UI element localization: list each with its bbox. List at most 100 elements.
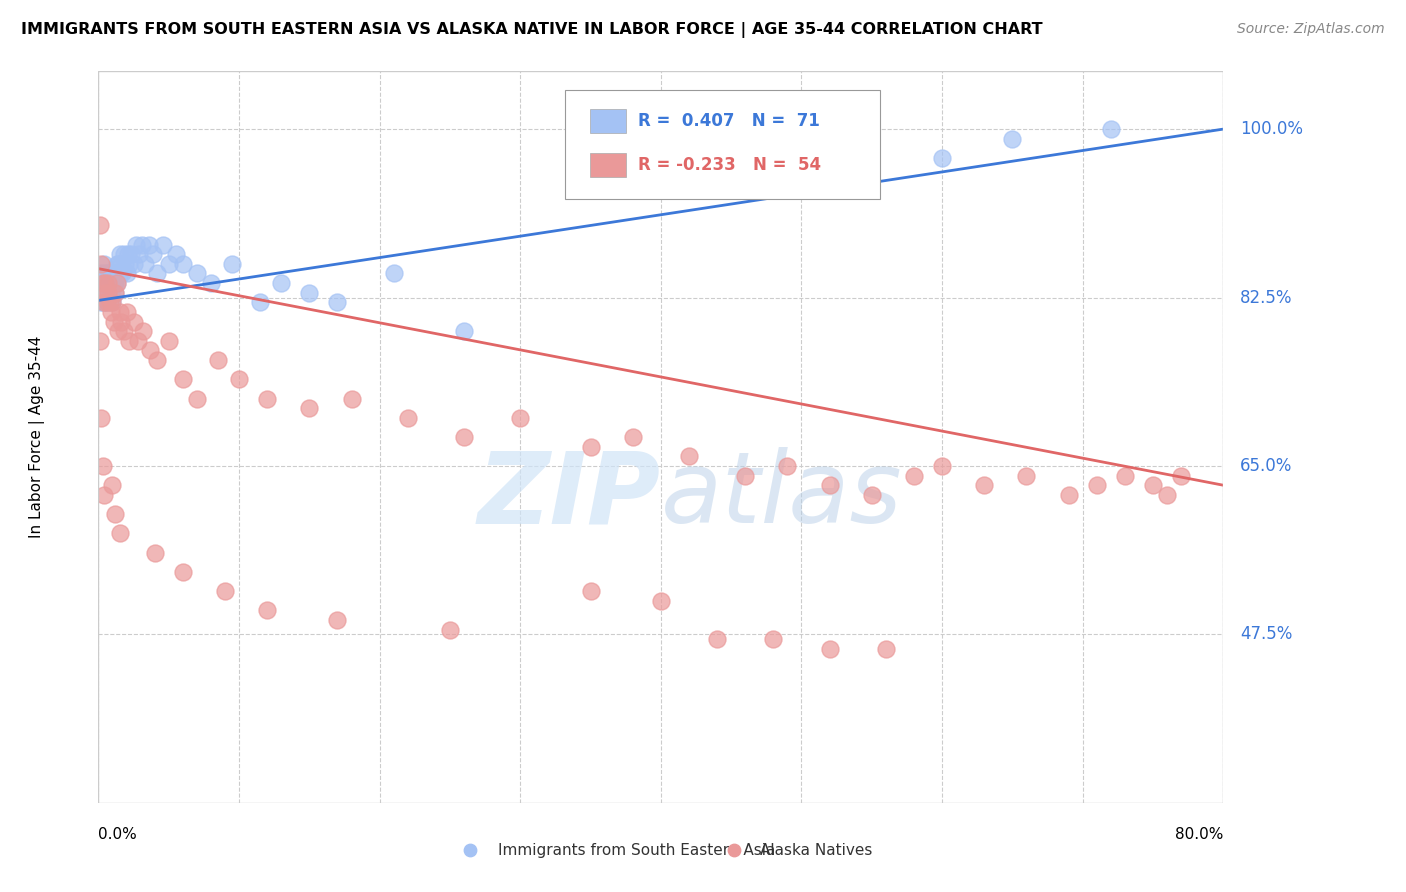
Point (110, 315, 132, 329)
Point (396, 410, 419, 425)
Point (439, 623, 461, 637)
Text: 0.0%: 0.0% (98, 827, 138, 842)
Point (256, 392, 278, 406)
Point (93, 295, 115, 310)
Point (221, 257, 243, 271)
Point (931, 458, 953, 473)
Point (108, 247, 131, 261)
Point (108, 526, 131, 541)
Point (706, 632, 728, 647)
Point (97, 276, 120, 290)
Point (98, 285, 121, 300)
Point (104, 507, 127, 521)
Point (105, 276, 128, 290)
Point (98, 295, 121, 310)
Point (298, 285, 321, 300)
Point (249, 295, 271, 310)
Text: 47.5%: 47.5% (1240, 625, 1292, 643)
Point (91, 285, 114, 300)
Point (103, 315, 125, 329)
Point (93, 285, 115, 300)
Point (93, 488, 115, 502)
Point (1099, 122, 1122, 136)
Point (128, 247, 150, 261)
Point (90, 410, 112, 425)
Point (172, 372, 194, 386)
Point (1142, 478, 1164, 492)
Point (90, 257, 112, 271)
Point (89, 219, 111, 233)
Point (818, 641, 841, 656)
Point (186, 267, 208, 281)
Text: In Labor Force | Age 35-44: In Labor Force | Age 35-44 (28, 336, 45, 538)
Point (382, 267, 405, 281)
Point (97, 285, 120, 300)
Point (96, 295, 118, 310)
Point (101, 478, 124, 492)
Text: atlas: atlas (661, 447, 903, 544)
Text: IMMIGRANTS FROM SOUTH EASTERN ASIA VS ALASKA NATIVE IN LABOR FORCE | AGE 35-44 C: IMMIGRANTS FROM SOUTH EASTERN ASIA VS AL… (21, 22, 1043, 38)
Point (94, 295, 117, 310)
Point (122, 315, 145, 329)
Point (104, 285, 127, 300)
Point (172, 257, 194, 271)
Point (108, 305, 131, 319)
Point (104, 276, 127, 290)
Point (96, 295, 118, 310)
Point (1085, 478, 1108, 492)
Point (139, 343, 162, 358)
Point (96, 276, 118, 290)
Point (157, 334, 180, 348)
Point (228, 372, 250, 386)
Point (108, 267, 131, 281)
Point (1057, 488, 1080, 502)
Point (97, 276, 120, 290)
Point (131, 237, 153, 252)
Point (101, 295, 124, 310)
Point (776, 458, 799, 473)
Point (678, 450, 700, 464)
Point (96, 285, 118, 300)
Point (91, 458, 114, 473)
Text: Alaska Natives: Alaska Natives (759, 843, 872, 858)
Point (127, 334, 149, 348)
Point (1170, 468, 1192, 483)
Point (165, 247, 187, 261)
Point (453, 430, 475, 444)
Text: Source: ZipAtlas.com: Source: ZipAtlas.com (1237, 22, 1385, 37)
Point (115, 305, 138, 319)
Point (157, 257, 180, 271)
Point (90, 276, 112, 290)
Point (146, 267, 169, 281)
Point (97, 285, 120, 300)
Point (256, 603, 278, 617)
Point (207, 353, 229, 368)
Point (621, 430, 644, 444)
Point (734, 468, 756, 483)
Point (104, 285, 127, 300)
Point (103, 276, 125, 290)
Point (98, 276, 121, 290)
Point (112, 324, 135, 338)
Point (100, 305, 122, 319)
Point (142, 247, 165, 261)
Point (94, 285, 117, 300)
Point (105, 276, 128, 290)
Point (186, 392, 208, 406)
Point (118, 334, 141, 348)
Text: Immigrants from South Eastern Asia: Immigrants from South Eastern Asia (498, 843, 775, 858)
Text: 80.0%: 80.0% (1175, 827, 1223, 842)
Point (94, 276, 117, 290)
Point (91, 276, 114, 290)
Point (1015, 468, 1038, 483)
FancyBboxPatch shape (591, 110, 626, 133)
Point (118, 257, 141, 271)
Point (103, 267, 125, 281)
Point (579, 584, 602, 599)
Point (89, 334, 111, 348)
Point (114, 257, 136, 271)
Text: 65.0%: 65.0% (1240, 457, 1292, 475)
Point (90, 295, 112, 310)
Point (100, 285, 122, 300)
Text: 82.5%: 82.5% (1240, 288, 1292, 307)
